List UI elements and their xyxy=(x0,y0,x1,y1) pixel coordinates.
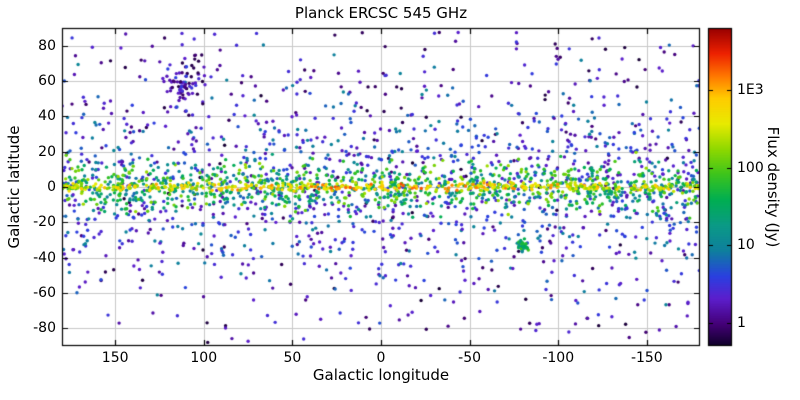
y-tick-label: -60 xyxy=(33,285,56,301)
x-tick-label: -150 xyxy=(630,350,663,366)
y-tick-label: 80 xyxy=(38,37,56,54)
x-tick-label: 150 xyxy=(101,350,129,366)
x-tick-label: -50 xyxy=(458,350,482,366)
y-tick-label: -20 xyxy=(33,214,56,231)
x-tick-label: 50 xyxy=(283,350,302,366)
y-tick-label: 20 xyxy=(38,143,56,160)
chart-title: Planck ERCSC 545 GHz xyxy=(294,4,468,22)
colorbar-tick-label: 100 xyxy=(737,159,764,176)
y-tick-label: -40 xyxy=(33,249,56,266)
colorbar-label: Flux density (Jy) xyxy=(764,126,782,248)
colorbar-tick-label: 10 xyxy=(737,237,755,254)
y-tick-label: -80 xyxy=(33,320,56,337)
x-tick-label: 0 xyxy=(376,350,386,366)
y-tick-label: 0 xyxy=(47,179,56,195)
x-axis-label: Galactic longitude xyxy=(312,366,450,384)
x-tick-label: -100 xyxy=(542,350,575,366)
y-tick-label: 40 xyxy=(38,108,56,125)
y-tick-label: 60 xyxy=(38,73,56,89)
colorbar-tick-label: 1E3 xyxy=(737,82,764,99)
colorbar-tick-label: 1 xyxy=(737,314,746,331)
x-tick-label: 100 xyxy=(190,350,218,366)
